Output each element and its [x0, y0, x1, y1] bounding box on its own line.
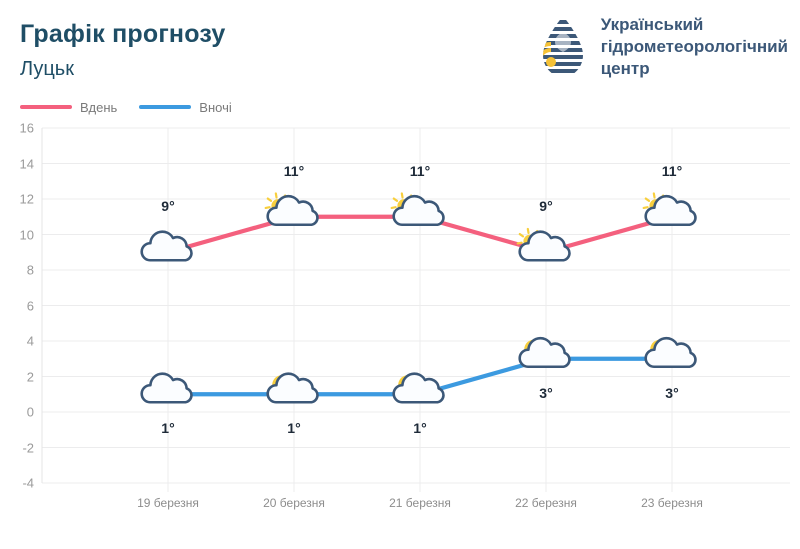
cloud-icon: [140, 372, 193, 404]
data-point-label: 1°: [161, 420, 175, 437]
y-axis-tick-label: 10: [19, 227, 34, 242]
cloud-shape: [518, 230, 571, 262]
cloud-shape: [140, 372, 193, 404]
data-point-label: 9°: [539, 198, 553, 215]
y-axis-tick-label: 4: [26, 333, 34, 349]
chart-header: Графік прогнозу Луцьк: [0, 0, 800, 115]
moon-behind-cloud-icon: [644, 336, 697, 369]
cloud-icon: [140, 230, 193, 262]
cloud-shape: [266, 372, 319, 404]
data-point-label: 11°: [283, 162, 305, 179]
y-axis-tick-label: 6: [26, 298, 34, 313]
sun-ray: [390, 206, 397, 210]
brand-line-2: гідрометеорологічний: [600, 37, 788, 56]
data-point-label: 1°: [413, 420, 427, 437]
brand-block: Український гідрометеорологічний центр: [537, 14, 788, 80]
y-axis-tick-label: 16: [19, 120, 34, 136]
sun-behind-cloud-icon: [264, 192, 319, 227]
brand-line-3: центр: [600, 59, 650, 78]
sun-ray: [652, 192, 656, 199]
legend-swatch: [139, 105, 192, 109]
y-axis-tick-label: -2: [22, 440, 34, 455]
data-point-label: 3°: [539, 384, 553, 401]
y-axis-tick-label: 0: [26, 404, 34, 420]
water-drop-logo-icon: [537, 14, 589, 80]
legend-label: Вдень: [80, 99, 118, 115]
y-axis-tick-label: 8: [26, 262, 34, 278]
x-axis-tick-label: 20 березня: [263, 496, 325, 510]
sun-ray: [274, 192, 278, 199]
moon-behind-cloud-icon: [518, 336, 571, 369]
y-axis-tick-label: 2: [26, 369, 34, 384]
cloud-shape: [644, 194, 697, 227]
sun-ray: [264, 206, 271, 210]
sun-ray: [392, 197, 399, 202]
cloud-shape: [392, 194, 445, 227]
y-axis-tick-label: -4: [22, 475, 34, 491]
data-point-label: 1°: [287, 420, 301, 437]
y-axis-tick-label: 12: [19, 191, 34, 207]
x-axis-tick-label: 23 березня: [641, 496, 703, 510]
brand-line-1: Український: [600, 15, 704, 34]
data-point-label: 9°: [161, 198, 175, 215]
moon-behind-cloud-icon: [266, 372, 319, 404]
x-axis-tick-label: 19 березня: [137, 496, 199, 510]
legend-item-1[interactable]: Вдень: [20, 100, 117, 115]
sun-ray: [518, 232, 525, 238]
sun-behind-cloud-icon: [642, 192, 697, 227]
data-point-label: 11°: [661, 162, 683, 179]
x-axis-tick-label: 22 березня: [515, 496, 577, 510]
legend-label: Вночі: [199, 99, 232, 115]
cloud-shape: [644, 336, 697, 369]
cloud-shape: [518, 336, 571, 369]
legend-swatch: [20, 105, 72, 109]
sun-behind-cloud-icon: [516, 227, 571, 262]
sun-ray: [266, 197, 273, 202]
chart-legend: Вдень Вночі: [20, 99, 232, 115]
page-subtitle: Луцьк: [20, 58, 74, 80]
sun-behind-cloud-icon: [390, 192, 445, 227]
moon-behind-cloud-icon: [392, 372, 445, 404]
cloud-shape: [140, 230, 193, 262]
sun-ray: [526, 227, 530, 234]
data-point-label: 11°: [409, 162, 431, 179]
brand-name: Український гідрометеорологічний центр: [601, 14, 788, 80]
sun-ray: [516, 241, 523, 245]
sun-ray: [644, 197, 651, 202]
cloud-shape: [266, 194, 319, 227]
cloud-shape: [392, 372, 445, 404]
x-axis-tick-label: 21 березня: [389, 496, 451, 510]
page-title: Графік прогнозу: [20, 20, 226, 48]
sun-ray: [400, 192, 404, 199]
data-point-label: 3°: [665, 384, 679, 401]
sun-ray: [642, 206, 649, 210]
y-axis-tick-label: 14: [19, 156, 34, 171]
legend-item-2[interactable]: Вночі: [139, 99, 232, 115]
